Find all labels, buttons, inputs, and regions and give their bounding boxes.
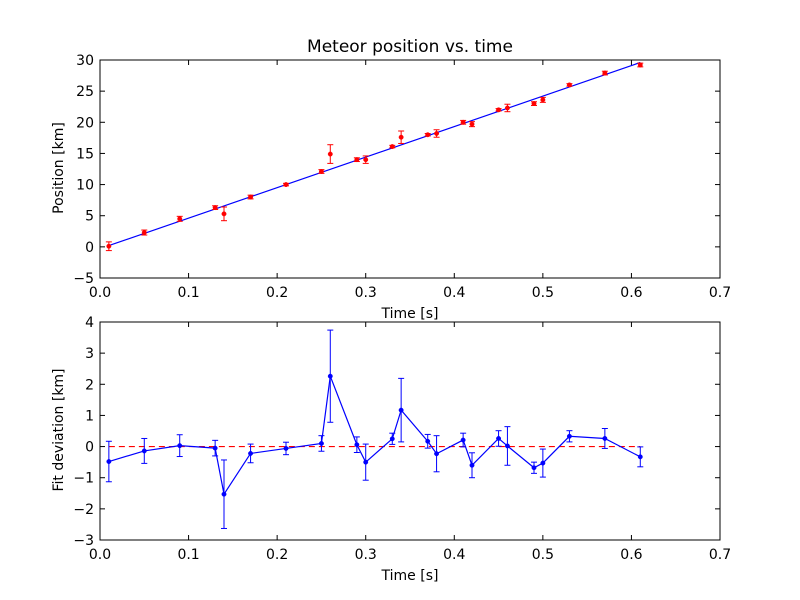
deviation-data-point: [248, 450, 254, 456]
deviation-xtick-label: 0.4: [443, 547, 465, 563]
position-xtick-label: 0.5: [532, 285, 554, 301]
deviation-data-point: [327, 373, 333, 379]
position-ytick-label: −5: [73, 271, 94, 287]
position-xtick-label: 0.3: [355, 285, 377, 301]
linear-fit-line: [108, 61, 641, 247]
deviation-plot-ylabel: Fit deviation [km]: [51, 368, 67, 491]
deviation-ytick-label: −1: [73, 471, 94, 487]
position-data-point: [141, 230, 147, 235]
position-data-point: [327, 151, 333, 157]
deviation-data-point: [354, 442, 360, 448]
deviation-ytick-label: 3: [85, 346, 94, 362]
position-data-point: [602, 70, 608, 76]
deviation-xtick-label: 0.1: [177, 547, 199, 563]
deviation-ytick-label: −2: [73, 502, 94, 518]
position-data-point: [434, 131, 440, 136]
position-xtick-label: 0.1: [177, 285, 199, 301]
position-data-point: [283, 182, 289, 188]
deviation-data-point: [398, 407, 404, 413]
deviation-data-point: [469, 462, 475, 468]
position-plot: Meteor position vs. time Time [s] Positi…: [51, 37, 731, 322]
deviation-xtick-label: 0.2: [266, 547, 288, 563]
deviation-ytick-label: 2: [85, 377, 94, 393]
position-data-point: [248, 194, 254, 200]
position-xtick-label: 0.2: [266, 285, 288, 301]
deviation-data-point: [106, 459, 112, 464]
deviation-plot: Time [s] Fit deviation [km] 0.0 0.1 0.2 0.3…: [51, 315, 731, 584]
position-data-point: [460, 119, 466, 125]
position-data-point: [540, 97, 546, 103]
position-data-point: [504, 105, 510, 111]
position-data-point: [469, 121, 475, 127]
position-plot-xlabel: Time [s]: [381, 306, 439, 322]
position-plot-title: Meteor position vs. time: [307, 37, 513, 57]
deviation-data-point: [141, 448, 147, 454]
deviation-data-point: [504, 443, 510, 449]
deviation-data-point: [221, 491, 227, 497]
position-ytick-label: 15: [76, 146, 94, 162]
deviation-xtick-label: 0.6: [620, 547, 642, 563]
position-xtick-label: 0.0: [89, 285, 111, 301]
position-data-point: [531, 101, 537, 107]
deviation-plot-xlabel: Time [s]: [381, 568, 439, 584]
deviation-data-point: [602, 436, 608, 441]
position-data-point: [177, 216, 183, 222]
position-ytick-label: 25: [76, 84, 94, 100]
position-data-point: [106, 243, 112, 249]
position-xtick-label: 0.7: [709, 285, 731, 301]
position-data-point: [221, 211, 227, 217]
deviation-ytick-label: 0: [85, 440, 94, 456]
deviation-data-point: [318, 441, 324, 446]
deviation-xtick-label: 0.5: [532, 547, 554, 563]
position-data-point: [318, 169, 324, 174]
deviation-ytick-label: −3: [73, 533, 94, 549]
position-data-point: [425, 132, 431, 138]
position-axes-frame: [99, 59, 721, 279]
deviation-data-point: [389, 436, 395, 442]
deviation-data-point: [212, 445, 218, 451]
deviation-data-point: [363, 459, 369, 465]
deviation-data-point: [434, 451, 440, 457]
position-ytick-label: 20: [76, 115, 94, 131]
position-ytick-label: 30: [76, 53, 94, 69]
position-plot-ylabel: Position [km]: [51, 122, 67, 214]
position-data-point: [389, 144, 395, 150]
deviation-data-point: [283, 445, 289, 451]
position-ytick-label: 0: [85, 240, 94, 256]
deviation-data-point: [177, 443, 183, 449]
deviation-data-point: [496, 436, 502, 441]
position-data-point: [212, 205, 218, 211]
deviation-xtick-label: 0.7: [709, 547, 731, 563]
position-ytick-label: 10: [76, 178, 94, 194]
position-xtick-label: 0.4: [443, 285, 465, 301]
deviation-ytick-label: 1: [85, 408, 94, 424]
position-xtick-label: 0.6: [620, 285, 642, 301]
deviation-xtick-label: 0.3: [355, 547, 377, 563]
deviation-data-point: [637, 454, 643, 460]
deviation-data-point: [540, 460, 546, 466]
position-data-point: [398, 134, 404, 140]
position-data-point: [354, 157, 360, 163]
deviation-data-point: [460, 437, 466, 443]
position-data-point: [496, 107, 502, 113]
position-data-point: [566, 82, 572, 88]
position-data-point: [363, 157, 369, 163]
deviation-xtick-label: 0.0: [89, 547, 111, 563]
position-data-point: [637, 62, 643, 68]
deviation-ytick-label: 4: [85, 315, 94, 331]
deviation-data-point: [566, 433, 572, 439]
deviation-axes-frame: [99, 321, 721, 541]
position-ytick-label: 5: [85, 209, 94, 225]
deviation-data-point: [425, 438, 431, 444]
deviation-data-point: [531, 465, 537, 471]
